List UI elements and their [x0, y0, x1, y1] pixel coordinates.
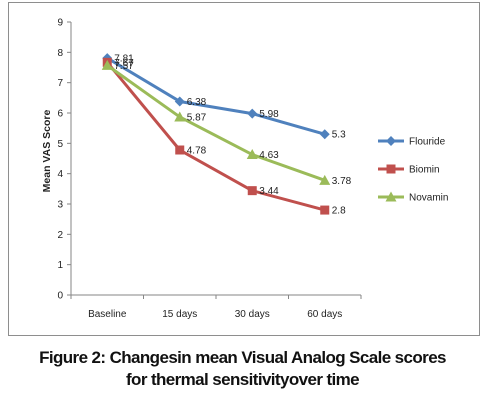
novamin-point — [319, 174, 331, 185]
novamin-data-label: 3.78 — [332, 176, 352, 187]
flouride-point — [319, 129, 330, 140]
y-tick-label: 3 — [57, 200, 63, 211]
series-flouride: 7.81 6.38 5.98 5.3 — [102, 53, 346, 141]
caption-line-1: Figure 2: Changesin mean Visual Analog S… — [39, 348, 446, 367]
y-tick-label: 7 — [57, 78, 63, 89]
flouride-data-label: 7.81 — [114, 54, 134, 65]
x-ticks: Baseline 15 days 30 days 60 days — [70, 295, 362, 320]
legend-marker — [386, 164, 396, 174]
biomin-point — [175, 145, 185, 155]
flouride-data-label: 6.38 — [187, 97, 207, 108]
flouride-point — [247, 108, 258, 119]
biomin-point — [247, 186, 257, 196]
y-ticks: 0 1 2 3 4 5 6 7 8 9 — [57, 18, 71, 302]
legend-label: Novamin — [409, 193, 448, 204]
biomin-point — [320, 205, 330, 215]
x-tick-label: 60 days — [307, 309, 342, 320]
legend: Flouride Biomin Novamin — [378, 136, 448, 204]
y-tick-label: 6 — [57, 109, 63, 120]
series-layer: 7.81 6.38 5.98 5.3 7.67 4.78 3.44 2.8 7.57 5.87 4.… — [101, 53, 352, 217]
series-novamin: 7.57 5.87 4.63 3.78 — [101, 59, 352, 187]
legend-item-biomin: Biomin — [378, 164, 440, 176]
legend-marker — [386, 136, 396, 146]
biomin-data-label: 2.8 — [332, 206, 346, 217]
legend-label: Flouride — [409, 137, 446, 148]
biomin-line — [106, 61, 326, 212]
y-tick-label: 9 — [57, 18, 63, 29]
novamin-data-label: 4.63 — [259, 150, 279, 161]
flouride-data-label: 5.98 — [259, 109, 279, 120]
caption-line-2: for thermal sensitivityover time — [125, 370, 360, 389]
legend-marker — [385, 191, 397, 202]
novamin-point — [101, 59, 113, 70]
biomin-data-label: 3.44 — [259, 186, 279, 197]
y-tick-label: 8 — [57, 48, 63, 59]
legend-item-flouride: Flouride — [378, 136, 446, 148]
novamin-point — [174, 111, 186, 122]
y-tick-label: 1 — [57, 260, 63, 271]
novamin-line — [106, 64, 326, 182]
x-tick-label: Baseline — [88, 309, 127, 320]
biomin-data-label: 7.67 — [114, 58, 134, 69]
y-axis-title-group: Mean VAS Score — [41, 110, 53, 193]
biomin-data-label: 4.78 — [187, 146, 207, 157]
novamin-data-label: 7.57 — [114, 61, 134, 72]
flouride-point — [174, 96, 185, 107]
legend-item-novamin: Novamin — [378, 191, 448, 204]
novamin-point — [246, 149, 258, 160]
y-tick-label: 5 — [57, 139, 63, 150]
flouride-line — [106, 56, 326, 136]
y-tick-label: 2 — [57, 230, 63, 241]
figure-caption: Figure 2: Changesin mean Visual Analog S… — [0, 347, 485, 391]
line-chart: Mean VAS Score 0 1 2 3 4 5 6 7 8 9 Baseline 15 day… — [41, 18, 448, 321]
legend-label: Biomin — [409, 165, 440, 176]
x-tick-label: 15 days — [162, 309, 197, 320]
x-tick-label: 30 days — [235, 309, 270, 320]
novamin-data-label: 5.87 — [187, 112, 207, 123]
chart-frame: Mean VAS Score 0 1 2 3 4 5 6 7 8 9 Baseline 15 day… — [8, 2, 480, 336]
flouride-data-label: 5.3 — [332, 130, 346, 141]
y-tick-label: 0 — [57, 291, 63, 302]
y-tick-label: 4 — [57, 169, 63, 180]
y-axis-title: Mean VAS Score — [41, 110, 53, 193]
series-biomin: 7.67 4.78 3.44 2.8 — [102, 57, 346, 217]
